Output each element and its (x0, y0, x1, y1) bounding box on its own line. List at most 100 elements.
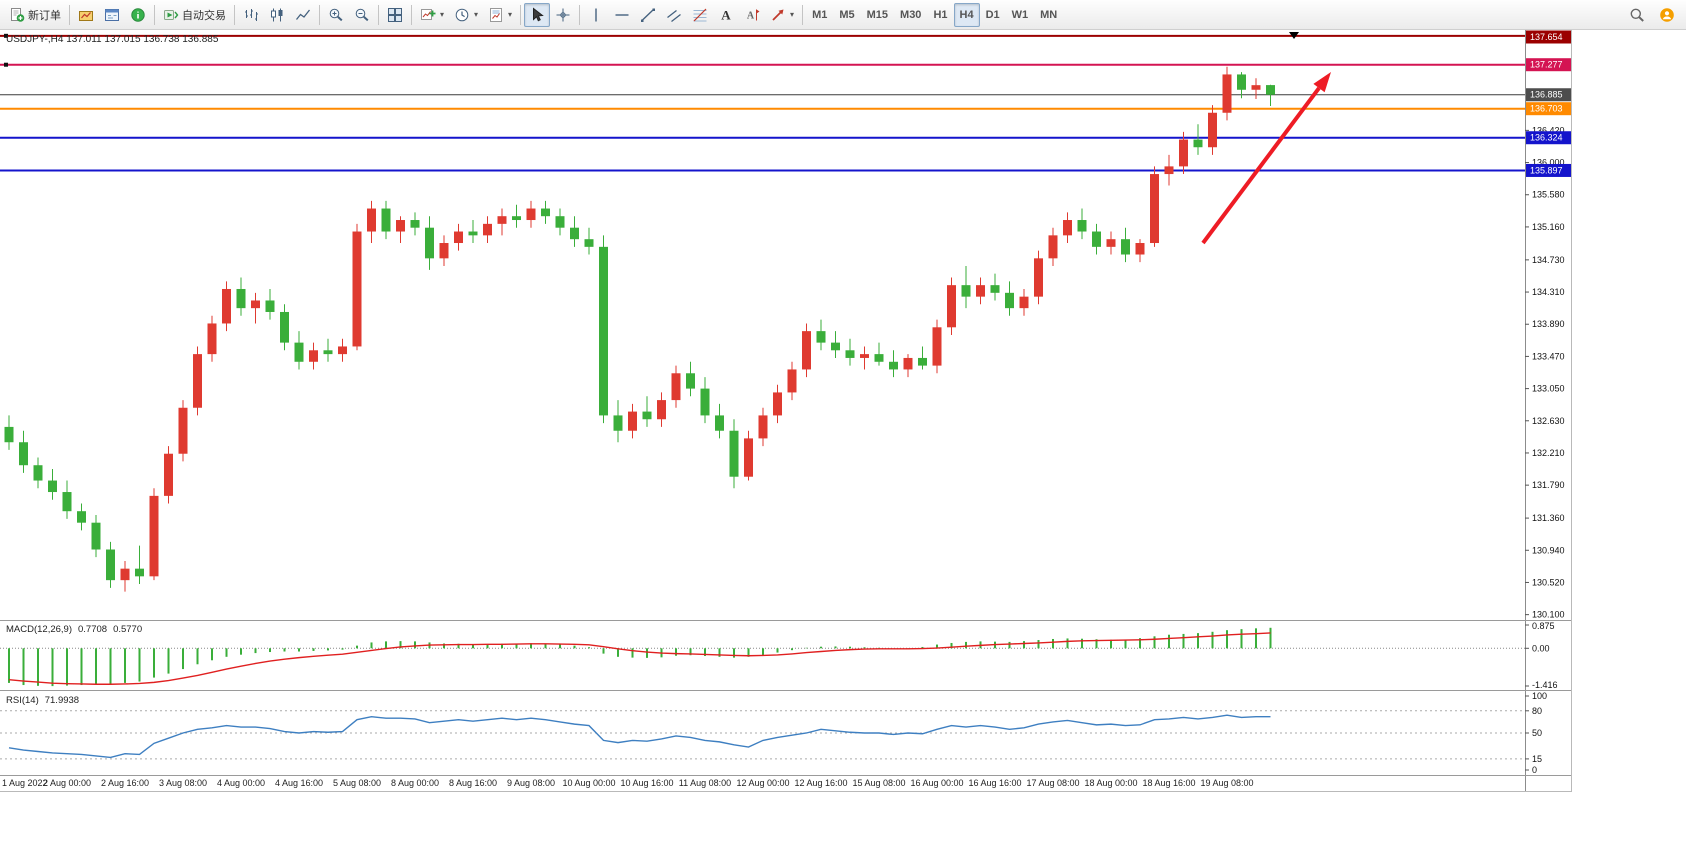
candle-body (149, 495, 159, 577)
timeframe-m30[interactable]: M30 (894, 3, 927, 27)
candle-body (831, 342, 840, 351)
timeframe-h4[interactable]: H4 (953, 2, 980, 27)
candle-body (715, 415, 724, 431)
timeframe-m1[interactable]: M1 (806, 3, 833, 27)
trend-arrow-annotation[interactable] (1201, 86, 1321, 245)
workspace: 136.420 136.000 135.580 135.160 134.730 134.3… (0, 30, 1686, 842)
candle-body (1063, 220, 1072, 236)
rsi-tick-label: 80 (1532, 706, 1542, 716)
price-label-136.324-text: 136.324 (1530, 133, 1563, 143)
label-button[interactable]: A (739, 3, 765, 27)
time-label: 2 Aug 00:00 (43, 778, 91, 788)
candle-body (338, 346, 347, 355)
time-label: 12 Aug 00:00 (736, 778, 789, 788)
new-order-button[interactable]: 新订单 (4, 3, 66, 27)
candle-body (164, 453, 173, 496)
price-tick-label: 135.580 (1532, 190, 1565, 200)
trendline-button[interactable] (635, 3, 661, 27)
chart-window-usdjpy-h4[interactable]: 136.420 136.000 135.580 135.160 134.730 134.3… (0, 30, 1572, 792)
profiles-button[interactable] (73, 3, 99, 27)
pane-separator (0, 775, 1571, 776)
macd-pane: 0.875 0.00 -1.416 (0, 621, 1558, 690)
zoom-out-button[interactable] (349, 3, 375, 27)
main-price-pane[interactable]: 136.420 136.000 135.580 135.160 134.730 134.3… (0, 30, 1572, 620)
horizontal-line-button[interactable] (609, 3, 635, 27)
market-watch-button[interactable] (99, 3, 125, 27)
price-tick-label: 136.420 (1532, 125, 1565, 135)
cursor-icon (529, 6, 545, 23)
autotrading-button-label: 自动交易 (182, 9, 226, 22)
pane-separator[interactable] (0, 690, 1571, 691)
time-label: 9 Aug 08:00 (507, 778, 555, 788)
candle-body (671, 373, 681, 401)
candle-body (309, 350, 318, 362)
channel-button[interactable] (661, 3, 687, 27)
rsi-tick-label: 15 (1532, 754, 1542, 764)
macd-tick-label: -1.416 (1532, 680, 1558, 690)
timeframe-h1[interactable]: H1 (927, 3, 953, 27)
candle-body (1092, 231, 1101, 247)
candle-body (280, 311, 289, 343)
candle-body (860, 354, 869, 358)
candle-body (19, 442, 28, 466)
candle-body (135, 568, 144, 577)
line-selection-handle[interactable] (4, 62, 8, 67)
candle-body (483, 223, 492, 236)
candlestick-icon (269, 7, 285, 23)
pane-separator[interactable] (0, 620, 1571, 621)
zoom-in-icon (328, 7, 344, 23)
trend-arrow-head[interactable] (1313, 72, 1331, 93)
candle-body (48, 480, 57, 493)
fibonacci-button[interactable] (687, 3, 713, 27)
line-selection-handle[interactable] (4, 33, 8, 38)
periods-icon (454, 7, 470, 23)
indicators-icon (420, 7, 436, 23)
candle-body (207, 323, 217, 355)
bar-chart-button[interactable] (238, 3, 264, 27)
candle-body (1048, 235, 1058, 259)
timeframe-d1[interactable]: D1 (980, 3, 1006, 27)
crosshair-icon (555, 7, 571, 23)
time-label: 3 Aug 08:00 (159, 778, 207, 788)
text-button[interactable]: A (713, 3, 739, 27)
autotrading-button[interactable]: 自动交易 (158, 3, 231, 27)
candle-body (497, 216, 507, 224)
candle-body (657, 400, 666, 420)
candle-body (468, 231, 478, 236)
data-window-button[interactable] (125, 3, 151, 27)
line-chart-button[interactable] (290, 3, 316, 27)
timeframe-mn[interactable]: MN (1034, 3, 1063, 27)
vertical-line-button[interactable] (583, 3, 609, 27)
price-tick-label: 136.000 (1532, 158, 1565, 168)
timeframe-m5[interactable]: M5 (833, 3, 860, 27)
crosshair-button[interactable] (550, 3, 576, 27)
price-label-137.654 (1526, 30, 1571, 44)
toolbar-separator (579, 4, 581, 25)
candle-body (1005, 292, 1014, 309)
time-label: 5 Aug 08:00 (333, 778, 381, 788)
candlestick-button[interactable] (264, 3, 290, 27)
account-button[interactable] (1654, 3, 1680, 27)
candle-body (193, 354, 202, 408)
price-tick-label: 131.790 (1532, 480, 1565, 490)
templates-button[interactable]: ▾ (483, 3, 517, 27)
toolbar-separator (154, 4, 155, 25)
tile-windows-button[interactable] (382, 3, 408, 27)
arrows-icon (770, 7, 786, 23)
timeframe-m15[interactable]: M15 (861, 3, 894, 27)
toolbar-separator (802, 4, 804, 25)
candle-body (33, 465, 43, 481)
chart-shift-marker[interactable] (1289, 32, 1299, 39)
cursor-button[interactable] (524, 2, 551, 27)
indicators-button[interactable]: ▾ (415, 3, 449, 27)
candle-body (758, 415, 768, 439)
candle-body (584, 239, 594, 247)
zoom-in-button[interactable] (323, 3, 349, 27)
timeframe-w1[interactable]: W1 (1006, 3, 1035, 27)
search-button[interactable] (1624, 3, 1650, 27)
search-icon (1629, 7, 1645, 23)
candle-body (990, 285, 1000, 293)
arrows-button[interactable]: ▾ (765, 3, 799, 27)
time-label: 11 Aug 08:00 (679, 778, 731, 788)
periods-button[interactable]: ▾ (449, 3, 483, 27)
